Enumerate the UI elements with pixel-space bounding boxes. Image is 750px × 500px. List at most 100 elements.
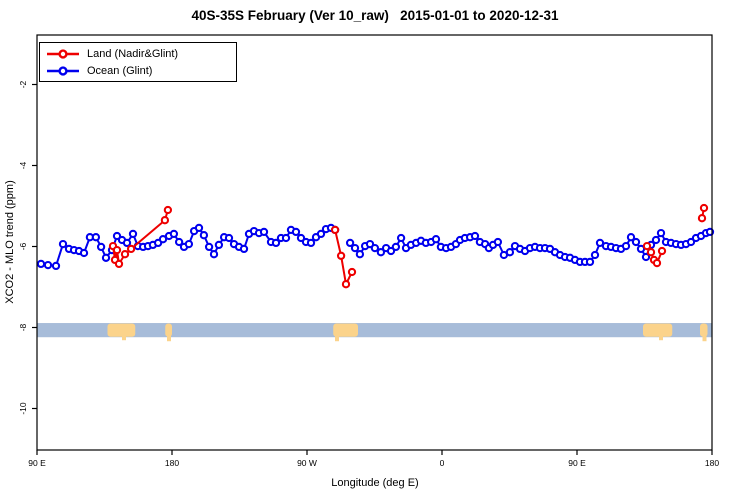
data-point-marker [158,235,168,244]
data-point-marker [281,233,291,243]
data-point-marker [209,250,219,259]
data-point-marker [652,258,662,268]
data-point-marker [365,239,375,249]
land-blob [333,323,358,337]
data-point-marker [169,229,179,239]
y-tick-label: -8 [18,323,28,331]
data-point-marker [296,233,306,243]
x-axis: 90 E 180 90 W 0 90 E 180 [28,450,719,468]
data-point-marker [585,257,595,267]
data-point-marker [112,245,122,255]
x-tick-label: 90 W [297,458,317,468]
data-point-marker [114,259,124,269]
data-point-marker [651,235,661,245]
land-blob [107,323,136,337]
data-point-marker [657,246,667,256]
chart-title: 40S-35S February (Ver 10_raw) 2015-01-01… [191,8,559,23]
ocean-series-sample-icon [47,65,79,76]
land-blob [643,323,673,337]
data-point-marker [386,246,396,256]
data-point-marker [101,253,111,262]
data-point-marker [160,216,170,225]
y-tick-label: -10 [18,402,28,415]
data-point-marker [621,241,631,251]
land-series [108,203,709,289]
x-tick-label: 180 [705,458,719,468]
land-ocean-strip [37,323,712,342]
data-point-marker [291,227,301,237]
data-point-marker [36,259,46,269]
land-blob [700,323,708,337]
data-point-marker [595,238,605,248]
x-tick-label: 0 [440,458,445,468]
data-point-marker [590,250,600,260]
data-point-marker [470,231,480,241]
data-point-marker [697,214,707,223]
y-tick-label: -4 [18,161,28,169]
data-point-marker [184,239,194,249]
data-point-marker [120,250,130,259]
y-tick-label: -6 [18,242,28,250]
open-circle-marker-icon [58,65,68,76]
data-point-marker [306,238,316,248]
data-point-marker [174,237,184,247]
data-point-marker [214,240,224,250]
data-point-marker [656,228,666,238]
data-point-marker [58,239,68,249]
open-circle-marker-icon [58,48,68,59]
data-point-marker [493,237,503,247]
data-point-marker [642,241,652,251]
data-point-marker [686,237,696,247]
data-point-marker [126,244,136,254]
data-point-marker [431,235,441,244]
data-point-marker [626,233,636,242]
data-point-marker [204,242,214,252]
plot-border [36,34,713,451]
data-point-marker [646,248,656,257]
data-point-marker [112,231,122,241]
data-point-marker [271,238,281,248]
land-series-sample-icon [47,48,79,59]
legend-label-ocean: Ocean (Glint) [87,64,153,77]
data-point-marker [163,205,173,215]
data-point-marker [199,231,209,240]
data-point-marker [341,280,351,289]
y-tick-label: -2 [18,80,28,88]
ocean-series [36,223,715,271]
data-point-marker [336,251,346,260]
data-point-marker [370,243,380,253]
data-point-marker [259,227,269,237]
data-point-marker [43,260,53,270]
data-point-marker [345,238,355,248]
x-tick-label: 180 [165,458,179,468]
data-point-marker [239,244,249,254]
data-point-marker [396,233,406,243]
data-point-marker [79,248,89,258]
data-point-marker [347,267,357,277]
y-axis: -2 -4 -6 -8 -10 [18,80,37,415]
data-point-marker [350,243,360,253]
data-point-marker [505,248,515,257]
data-point-marker [128,229,138,239]
legend-item-ocean: Ocean (Glint) [40,63,236,79]
data-point-marker [641,252,651,262]
legend: Land (Nadir&Glint) Ocean (Glint) [39,42,237,82]
legend-item-land: Land (Nadir&Glint) [40,46,236,62]
x-axis-title: Longitude (deg E) [331,477,419,489]
data-point-marker [699,203,709,213]
data-point-marker [631,237,641,247]
x-tick-label: 90 E [28,458,46,468]
data-point-marker [330,225,340,235]
data-point-marker [224,233,234,243]
legend-label-land: Land (Nadir&Glint) [87,47,179,60]
data-point-marker [91,233,101,242]
data-point-marker [122,238,132,248]
data-point-marker [376,248,386,257]
data-point-marker [96,242,106,252]
data-point-marker [355,250,365,259]
data-point-marker [316,229,326,239]
x-tick-label: 90 E [568,458,586,468]
land-blob [165,323,172,337]
data-point-marker [51,261,61,271]
